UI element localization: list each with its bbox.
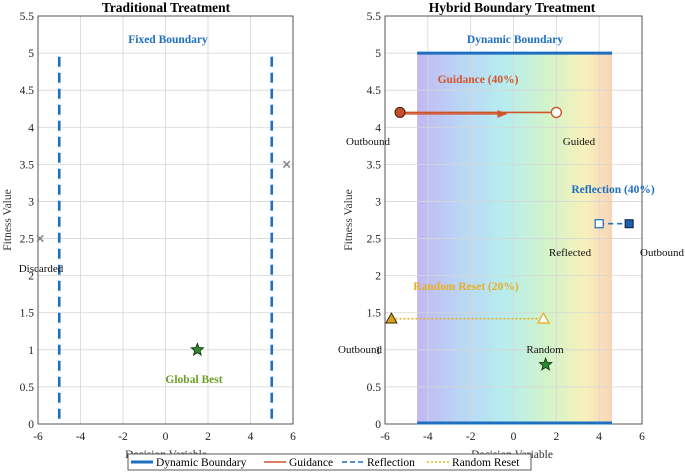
left-panel-title: Traditional Treatment: [102, 0, 231, 15]
left-axes-frame: [37, 15, 294, 425]
left-y-tick-10: 5: [28, 48, 34, 60]
right-x-tick-0: -6: [380, 431, 390, 443]
left-y-tick-9: 4.5: [20, 85, 35, 97]
right-y-tick-0: 0: [375, 419, 381, 431]
left-y-tick-11: 5.5: [20, 11, 35, 23]
left-y-tick-4: 2: [28, 271, 34, 283]
right-y-tick-4: 2: [375, 271, 381, 283]
left-x-tick-labels: -6 -4 -2 0 2 4 6: [33, 431, 296, 443]
legend: Dynamic Boundary Guidance Reflection Ran…: [127, 453, 532, 471]
guidance-label: Guidance (40%): [438, 74, 519, 86]
right-x-tick-2: -2: [466, 431, 476, 443]
left-y-tick-labels: 0 0.5 1 1.5 2 2.5 3 3.5 4 4.5 5 5.5: [20, 11, 35, 431]
left-y-tick-7: 3.5: [20, 159, 35, 171]
right-x-tick-labels: -6 -4 -2 0 2 4 6: [380, 431, 645, 443]
left-y-tick-0: 0: [28, 419, 34, 431]
random-reset-outbound-point: [385, 312, 398, 324]
right-y-tick-3: 1.5: [367, 308, 382, 320]
global-best-label: Global Best: [165, 374, 222, 386]
left-y-tick-5: 2.5: [20, 234, 35, 246]
left-grid: [37, 15, 294, 425]
right-y-tick-11: 5.5: [367, 11, 382, 23]
legend-dynamic-boundary-label: Dynamic Boundary: [156, 457, 247, 469]
random-reset-outbound-label: Outbound: [338, 344, 383, 356]
right-y-tick-1: 0.5: [367, 382, 382, 394]
left-x-tick-4: 2: [205, 431, 211, 443]
guidance-guided-label: Guided: [563, 136, 596, 148]
left-y-tick-2: 1: [28, 345, 34, 357]
left-y-axis-label: Fitness Value: [2, 189, 14, 250]
discarded-point-1: [282, 160, 291, 169]
left-x-tick-3: 0: [163, 431, 169, 443]
legend-reflection-label: Reflection: [367, 457, 415, 469]
left-x-tick-6: 6: [290, 431, 296, 443]
left-y-tick-1: 0.5: [20, 382, 35, 394]
right-y-tick-2: 1: [375, 345, 381, 357]
reflection-reflected-point: [594, 219, 604, 229]
legend-guidance-label: Guidance: [289, 457, 333, 469]
reflection-reflected-label: Reflected: [549, 247, 592, 259]
right-y-tick-labels: 0 0.5 1 1.5 2 2.5 3 3.5 4 4.5 5 5.5: [367, 11, 382, 431]
reflection-label: Reflection (40%): [571, 184, 655, 196]
reflection-outbound-point: [624, 219, 634, 229]
legend-box: [127, 453, 532, 471]
discarded-point-0: [36, 234, 44, 243]
global-best-star: [190, 342, 205, 356]
right-y-tick-9: 4.5: [367, 85, 382, 97]
left-x-tick-0: -6: [33, 431, 43, 443]
left-x-tick-1: -4: [76, 431, 86, 443]
guidance-guided-point: [550, 106, 563, 119]
guidance-outbound-point: [394, 106, 406, 118]
random-reset-random-label: Random: [526, 344, 564, 356]
hybrid-panel: -6 -4 -2 0 2 4 6 0 0.5 1 1.5 2 2.5 3 3.5 4 4.5 5 5.5 Hybr…: [338, 0, 685, 461]
right-y-tick-6: 3: [375, 196, 381, 208]
right-y-tick-8: 4: [375, 122, 381, 134]
right-y-tick-10: 5: [375, 48, 381, 60]
right-y-axis-label: Fitness Value: [343, 189, 355, 250]
dynamic-boundary-label: Dynamic Boundary: [467, 34, 563, 46]
fixed-boundary-label: Fixed Boundary: [128, 34, 208, 46]
left-y-tick-3: 1.5: [20, 308, 35, 320]
reflection-outbound-label: Outbound: [640, 247, 685, 259]
right-x-tick-1: -4: [423, 431, 433, 443]
legend-random-reset-label: Random Reset: [452, 457, 520, 469]
left-y-tick-6: 3: [28, 196, 34, 208]
left-x-tick-2: -2: [118, 431, 128, 443]
discarded-points: [36, 160, 291, 243]
right-panel-title: Hybrid Boundary Treatment: [429, 0, 596, 15]
left-y-tick-8: 4: [28, 122, 34, 134]
guidance-outbound-label: Outbound: [346, 136, 391, 148]
right-x-tick-4: 2: [553, 431, 559, 443]
right-x-tick-3: 0: [511, 431, 517, 443]
right-y-tick-7: 3.5: [367, 159, 382, 171]
traditional-panel: -6 -4 -2 0 2 4 6 0 0.5 1 1.5 2 2.5 3 3.5 4 4.5 5 5.5 Trad…: [2, 0, 296, 461]
hybrid-global-best-star: [538, 357, 553, 371]
random-reset-random-point: [536, 311, 551, 324]
left-x-tick-5: 4: [248, 431, 254, 443]
random-reset-label: Random Reset (20%): [413, 281, 519, 293]
discarded-label: Discarded: [19, 263, 64, 275]
right-x-tick-5: 4: [596, 431, 602, 443]
right-x-tick-6: 6: [639, 431, 645, 443]
right-y-tick-5: 2.5: [367, 234, 382, 246]
fixed-boundaries: [57, 56, 274, 424]
